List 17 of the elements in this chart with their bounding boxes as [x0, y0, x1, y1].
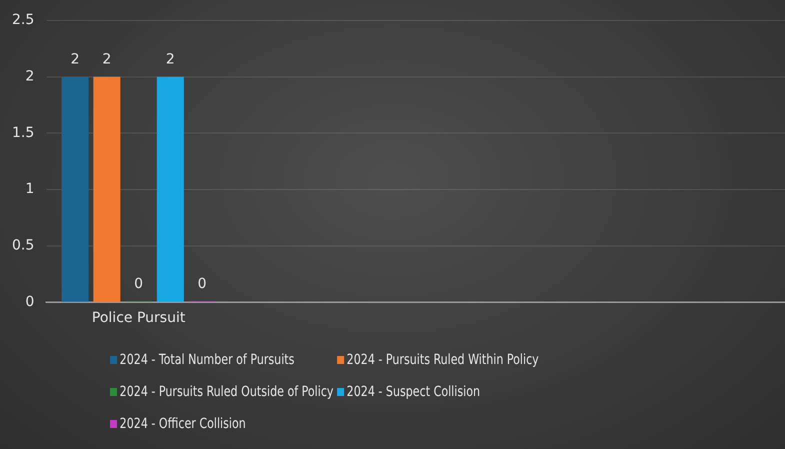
- y-tick-label: 0: [25, 294, 34, 310]
- y-tick-label: 0.5: [12, 237, 34, 254]
- y-tick-label: 2.5: [12, 12, 34, 28]
- x-tick-label: Police Pursuit: [92, 310, 186, 326]
- y-tick-label: 1: [25, 181, 34, 198]
- data-label: 0: [198, 276, 207, 292]
- legend-label: 2024 - Pursuits Ruled Outside of Policy: [120, 384, 334, 400]
- data-label: 2: [166, 51, 175, 68]
- legend-label: 2024 - Pursuits Ruled Within Policy: [346, 352, 539, 368]
- data-label: 2: [70, 51, 80, 68]
- legend-label: 2024 - Suspect Collision: [346, 384, 480, 400]
- legend-label: 2024 - Total Number of Pursuits: [120, 352, 294, 368]
- data-label: 0: [134, 276, 144, 292]
- y-tick-label: 2: [25, 68, 34, 84]
- data-label: 2: [102, 51, 112, 68]
- y-tick-label: 1.5: [12, 124, 34, 141]
- legend-label: 2024 - Officer Collision: [120, 416, 246, 432]
